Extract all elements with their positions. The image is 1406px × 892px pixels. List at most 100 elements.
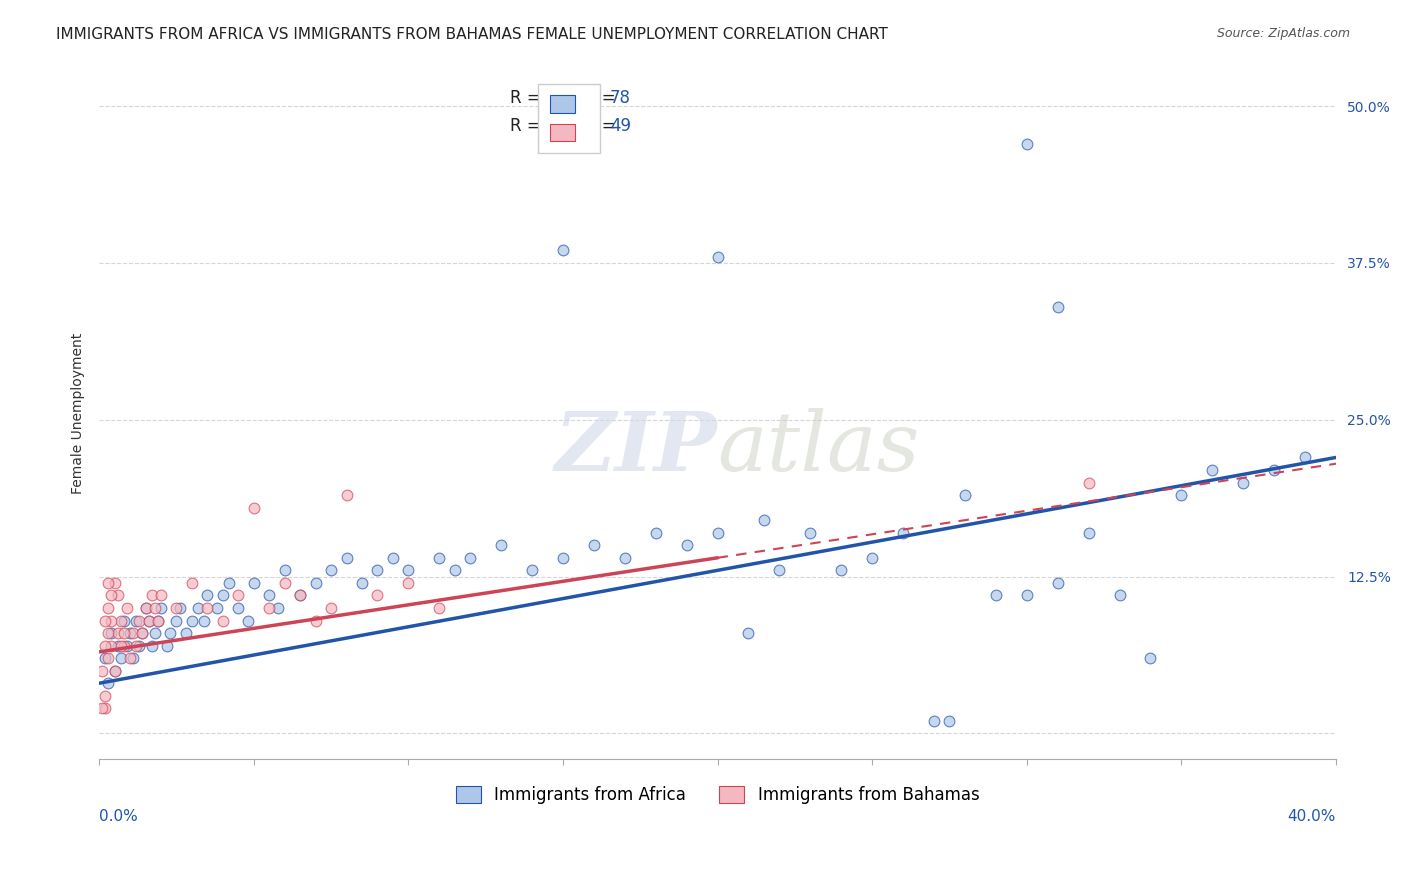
Point	[551, 244, 574, 258]
Point	[169, 601, 191, 615]
Point	[134, 601, 156, 615]
Point	[107, 639, 129, 653]
Point	[94, 639, 117, 653]
Point	[174, 626, 197, 640]
Point	[94, 689, 117, 703]
Point	[97, 626, 120, 640]
Point	[149, 601, 172, 615]
Text: 0.0%: 0.0%	[100, 809, 138, 823]
Point	[427, 550, 450, 565]
Point	[366, 589, 388, 603]
Point	[97, 575, 120, 590]
Point	[141, 589, 163, 603]
Point	[156, 639, 179, 653]
Point	[1077, 475, 1099, 490]
Point	[613, 550, 636, 565]
Point	[891, 525, 914, 540]
Point	[236, 614, 259, 628]
Point	[138, 614, 160, 628]
Point	[159, 626, 181, 640]
Point	[335, 488, 357, 502]
Legend: Immigrants from Africa, Immigrants from Bahamas: Immigrants from Africa, Immigrants from …	[447, 778, 988, 813]
Point	[304, 575, 326, 590]
Point	[1046, 300, 1069, 314]
Point	[100, 626, 122, 640]
Point	[94, 701, 117, 715]
Point	[218, 575, 240, 590]
Point	[187, 601, 209, 615]
Point	[706, 250, 728, 264]
Point	[195, 589, 218, 603]
Point	[752, 513, 775, 527]
Point	[146, 614, 169, 628]
Text: R =: R =	[510, 88, 546, 106]
Point	[257, 601, 280, 615]
Point	[1046, 575, 1069, 590]
Point	[427, 601, 450, 615]
Text: R =: R =	[510, 118, 546, 136]
Point	[1170, 488, 1192, 502]
Point	[396, 563, 419, 577]
Point	[1201, 463, 1223, 477]
Point	[1232, 475, 1254, 490]
Point	[489, 538, 512, 552]
Point	[180, 614, 202, 628]
Point	[396, 575, 419, 590]
Point	[107, 626, 129, 640]
Point	[195, 601, 218, 615]
Point	[799, 525, 821, 540]
Point	[319, 563, 342, 577]
Point	[366, 563, 388, 577]
Point	[193, 614, 215, 628]
Point	[381, 550, 404, 565]
Point	[97, 651, 120, 665]
Text: N =: N =	[583, 118, 621, 136]
Point	[115, 601, 138, 615]
Point	[938, 714, 960, 728]
Point	[125, 639, 148, 653]
Point	[97, 676, 120, 690]
Point	[1139, 651, 1161, 665]
Point	[706, 525, 728, 540]
Point	[134, 601, 156, 615]
Point	[768, 563, 790, 577]
Text: ZIP: ZIP	[555, 408, 717, 488]
Point	[104, 575, 127, 590]
Point	[551, 550, 574, 565]
Point	[335, 550, 357, 565]
Point	[131, 626, 153, 640]
Point	[107, 589, 129, 603]
Y-axis label: Female Unemployment: Female Unemployment	[72, 333, 86, 494]
Point	[443, 563, 465, 577]
Point	[94, 651, 117, 665]
Point	[112, 626, 135, 640]
Point	[138, 614, 160, 628]
Text: 49: 49	[610, 118, 631, 136]
Point	[226, 601, 249, 615]
Point	[97, 601, 120, 615]
Point	[211, 614, 233, 628]
Point	[122, 626, 145, 640]
Point	[115, 639, 138, 653]
Text: 40.0%: 40.0%	[1288, 809, 1336, 823]
Point	[860, 550, 883, 565]
Point	[922, 714, 945, 728]
Point	[520, 563, 543, 577]
Point	[242, 500, 264, 515]
Point	[122, 651, 145, 665]
Point	[143, 626, 166, 640]
Point	[128, 614, 150, 628]
Point	[100, 639, 122, 653]
Point	[273, 563, 295, 577]
Text: atlas: atlas	[717, 408, 920, 488]
Point	[143, 601, 166, 615]
Point	[582, 538, 605, 552]
Point	[267, 601, 290, 615]
Point	[350, 575, 373, 590]
Point	[257, 589, 280, 603]
Point	[304, 614, 326, 628]
Point	[165, 601, 187, 615]
Point	[1108, 589, 1130, 603]
Point	[110, 639, 132, 653]
Point	[458, 550, 481, 565]
